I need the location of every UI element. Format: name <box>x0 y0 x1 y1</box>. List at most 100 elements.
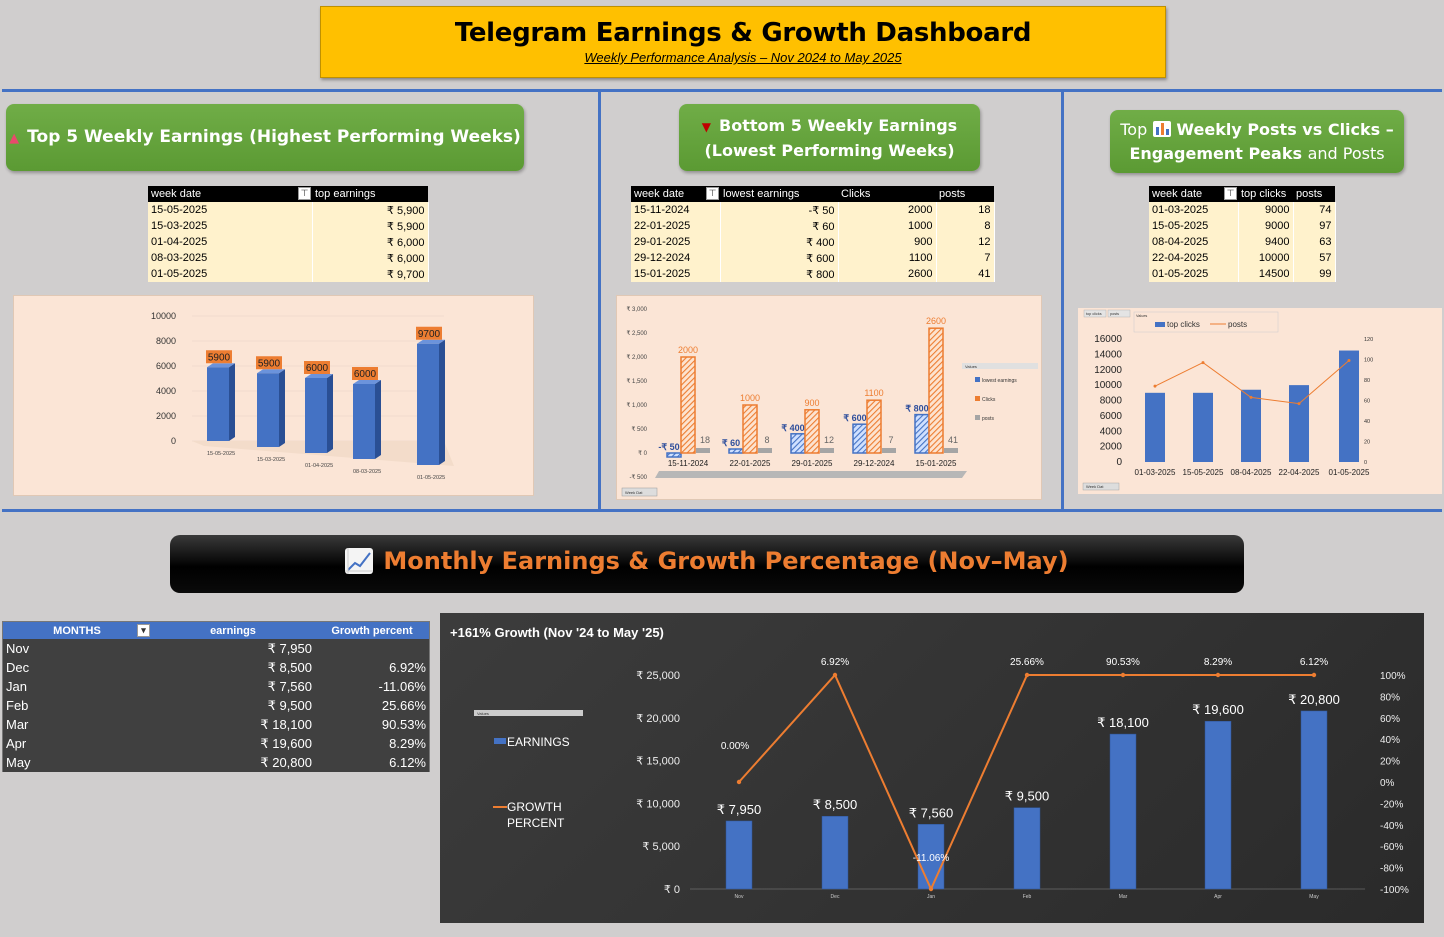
y-tick-label: ₹ 25,000 <box>636 670 680 682</box>
data-label: 6.12% <box>1300 657 1328 668</box>
table-cell: ₹ 7,560 <box>151 677 315 696</box>
data-label: 7 <box>888 435 893 445</box>
table-row: Feb ₹ 9,500 25.66% <box>3 696 429 715</box>
table-header-top-clicks: top clicks <box>1238 186 1293 202</box>
x-tick-label: 08-03-2025 <box>353 469 381 475</box>
bar <box>207 367 229 441</box>
x-tick-label: 15-11-2024 <box>668 459 709 468</box>
data-label-bg <box>304 361 330 374</box>
table-header-week-date: week date ⊤ <box>631 186 720 202</box>
bar <box>1109 733 1137 890</box>
monthly-banner-title: Monthly Earnings & Growth Percentage (No… <box>383 547 1069 575</box>
bar <box>790 433 806 454</box>
y2-tick-label: 40% <box>1380 735 1400 746</box>
x-tick-label: 29-01-2025 <box>792 459 833 468</box>
posts-vs-clicks-title-line2-rest: and Posts <box>1307 144 1385 163</box>
bottom5-title-line2: (Lowest Performing Weeks) <box>704 141 955 160</box>
divider-middle <box>2 509 1442 512</box>
triangle-up-icon: ▲ <box>9 131 20 146</box>
table-cell: ₹ 9,500 <box>151 696 315 715</box>
table-row: 01-03-2025 9000 74 <box>1149 202 1336 218</box>
table-cell: 01-03-2025 <box>1149 202 1239 218</box>
y-tick-label: ₹ 0 <box>638 450 647 457</box>
table-cell: ₹ 600 <box>720 250 839 266</box>
divider-top <box>2 89 1442 92</box>
table-cell: 15-05-2025 <box>1149 218 1239 234</box>
legend-label: posts <box>982 416 994 422</box>
x-tick-label: 01-03-2025 <box>1135 468 1176 477</box>
field-button-label: posts <box>1110 312 1119 316</box>
data-label: ₹ 19,600 <box>1192 702 1244 717</box>
line-point <box>1347 359 1351 363</box>
line-point <box>1120 672 1126 678</box>
bar <box>742 404 758 454</box>
legend-label: PERCENT <box>507 816 565 830</box>
x-tick-label: 01-04-2025 <box>305 463 333 469</box>
table-cell: 9000 <box>1238 218 1294 234</box>
y2-tick-label: -20% <box>1380 799 1403 810</box>
monthly-banner: Monthly Earnings & Growth Percentage (No… <box>170 535 1244 593</box>
data-label: ₹ 600 <box>843 413 866 423</box>
data-label: 18 <box>700 435 710 445</box>
legend-box <box>1133 311 1279 333</box>
legend-title: Values <box>965 364 977 369</box>
bottom5-table-wrap: week date ⊤ lowest earnings Clicks posts … <box>631 186 995 282</box>
data-label: 8 <box>764 435 769 445</box>
dashboard-title-box: Telegram Earnings & Growth Dashboard Wee… <box>320 6 1166 78</box>
table-cell: -11.06% <box>315 677 429 696</box>
table-header-months: MONTHS ▾ <box>3 622 151 639</box>
bar <box>917 824 945 890</box>
table-cell: ₹ 7,950 <box>151 639 315 658</box>
bar <box>728 448 744 454</box>
data-label: -11.06% <box>913 853 950 864</box>
data-label-bg <box>206 350 232 364</box>
table-row: 15-05-2025 ₹ 5,900 <box>148 202 429 218</box>
x-tick-label: Nov <box>735 894 744 900</box>
table-cell: ₹ 6,000 <box>312 234 429 250</box>
filter-button <box>1082 482 1120 491</box>
table-cell: ₹ 5,900 <box>312 218 429 234</box>
filter-icon[interactable]: ⊤ <box>1224 187 1237 200</box>
posts-vs-clicks-title-line2-bold: Engagement Peaks <box>1129 144 1302 163</box>
data-label: ₹ 9,500 <box>1005 789 1049 804</box>
legend-title-bar <box>474 710 583 716</box>
y-tick-label: ₹ 10,000 <box>636 798 680 810</box>
x-tick-label: 01-05-2025 <box>417 475 445 481</box>
bar <box>417 343 439 465</box>
table-cell: 18 <box>936 202 995 218</box>
filter-icon[interactable]: ⊤ <box>298 187 311 200</box>
data-label: 1000 <box>740 393 760 403</box>
posts-vs-clicks-header: Top Weekly Posts vs Clicks – Engagement … <box>1110 110 1404 173</box>
table-row: 15-05-2025 9000 97 <box>1149 218 1336 234</box>
x-tick-label: 08-04-2025 <box>1231 468 1272 477</box>
legend-swatch <box>1155 322 1165 327</box>
table-row: Nov ₹ 7,950 <box>3 639 429 658</box>
bar <box>821 815 849 890</box>
y2-tick-label: 80% <box>1380 692 1400 703</box>
data-label: 5900 <box>208 352 231 363</box>
table-cell: 15-05-2025 <box>148 202 313 218</box>
table-cell: ₹ 9,700 <box>312 266 429 282</box>
monthly-growth-chart: +161% Growth (Nov '24 to May '25) ₹ 0 ₹ 5,… <box>440 613 1424 923</box>
table-cell: 01-05-2025 <box>1149 266 1239 282</box>
data-label: ₹ 400 <box>781 423 804 433</box>
y-tick-label: ₹ 1,500 <box>627 378 648 385</box>
y-tick-label: ₹ 2,000 <box>627 354 648 361</box>
table-cell: 25.66% <box>315 696 429 715</box>
y2-tick-label: -80% <box>1380 864 1403 875</box>
legend-swatch <box>975 396 980 401</box>
table-row: 01-05-2025 14500 99 <box>1149 266 1336 282</box>
table-cell: 1000 <box>838 218 937 234</box>
dropdown-icon[interactable]: ▾ <box>137 624 150 637</box>
table-cell: Apr <box>3 734 151 753</box>
bar <box>866 399 882 454</box>
y-tick-label: -₹ 500 <box>630 474 648 481</box>
bar <box>1289 385 1309 462</box>
y-tick-label: 0 <box>171 436 176 446</box>
table-cell: 08-03-2025 <box>148 250 313 266</box>
y-tick-label: 8000 <box>156 336 176 346</box>
filter-icon[interactable]: ⊤ <box>706 187 719 200</box>
y-tick-label: 10000 <box>1094 380 1122 391</box>
legend-swatch <box>975 415 980 420</box>
